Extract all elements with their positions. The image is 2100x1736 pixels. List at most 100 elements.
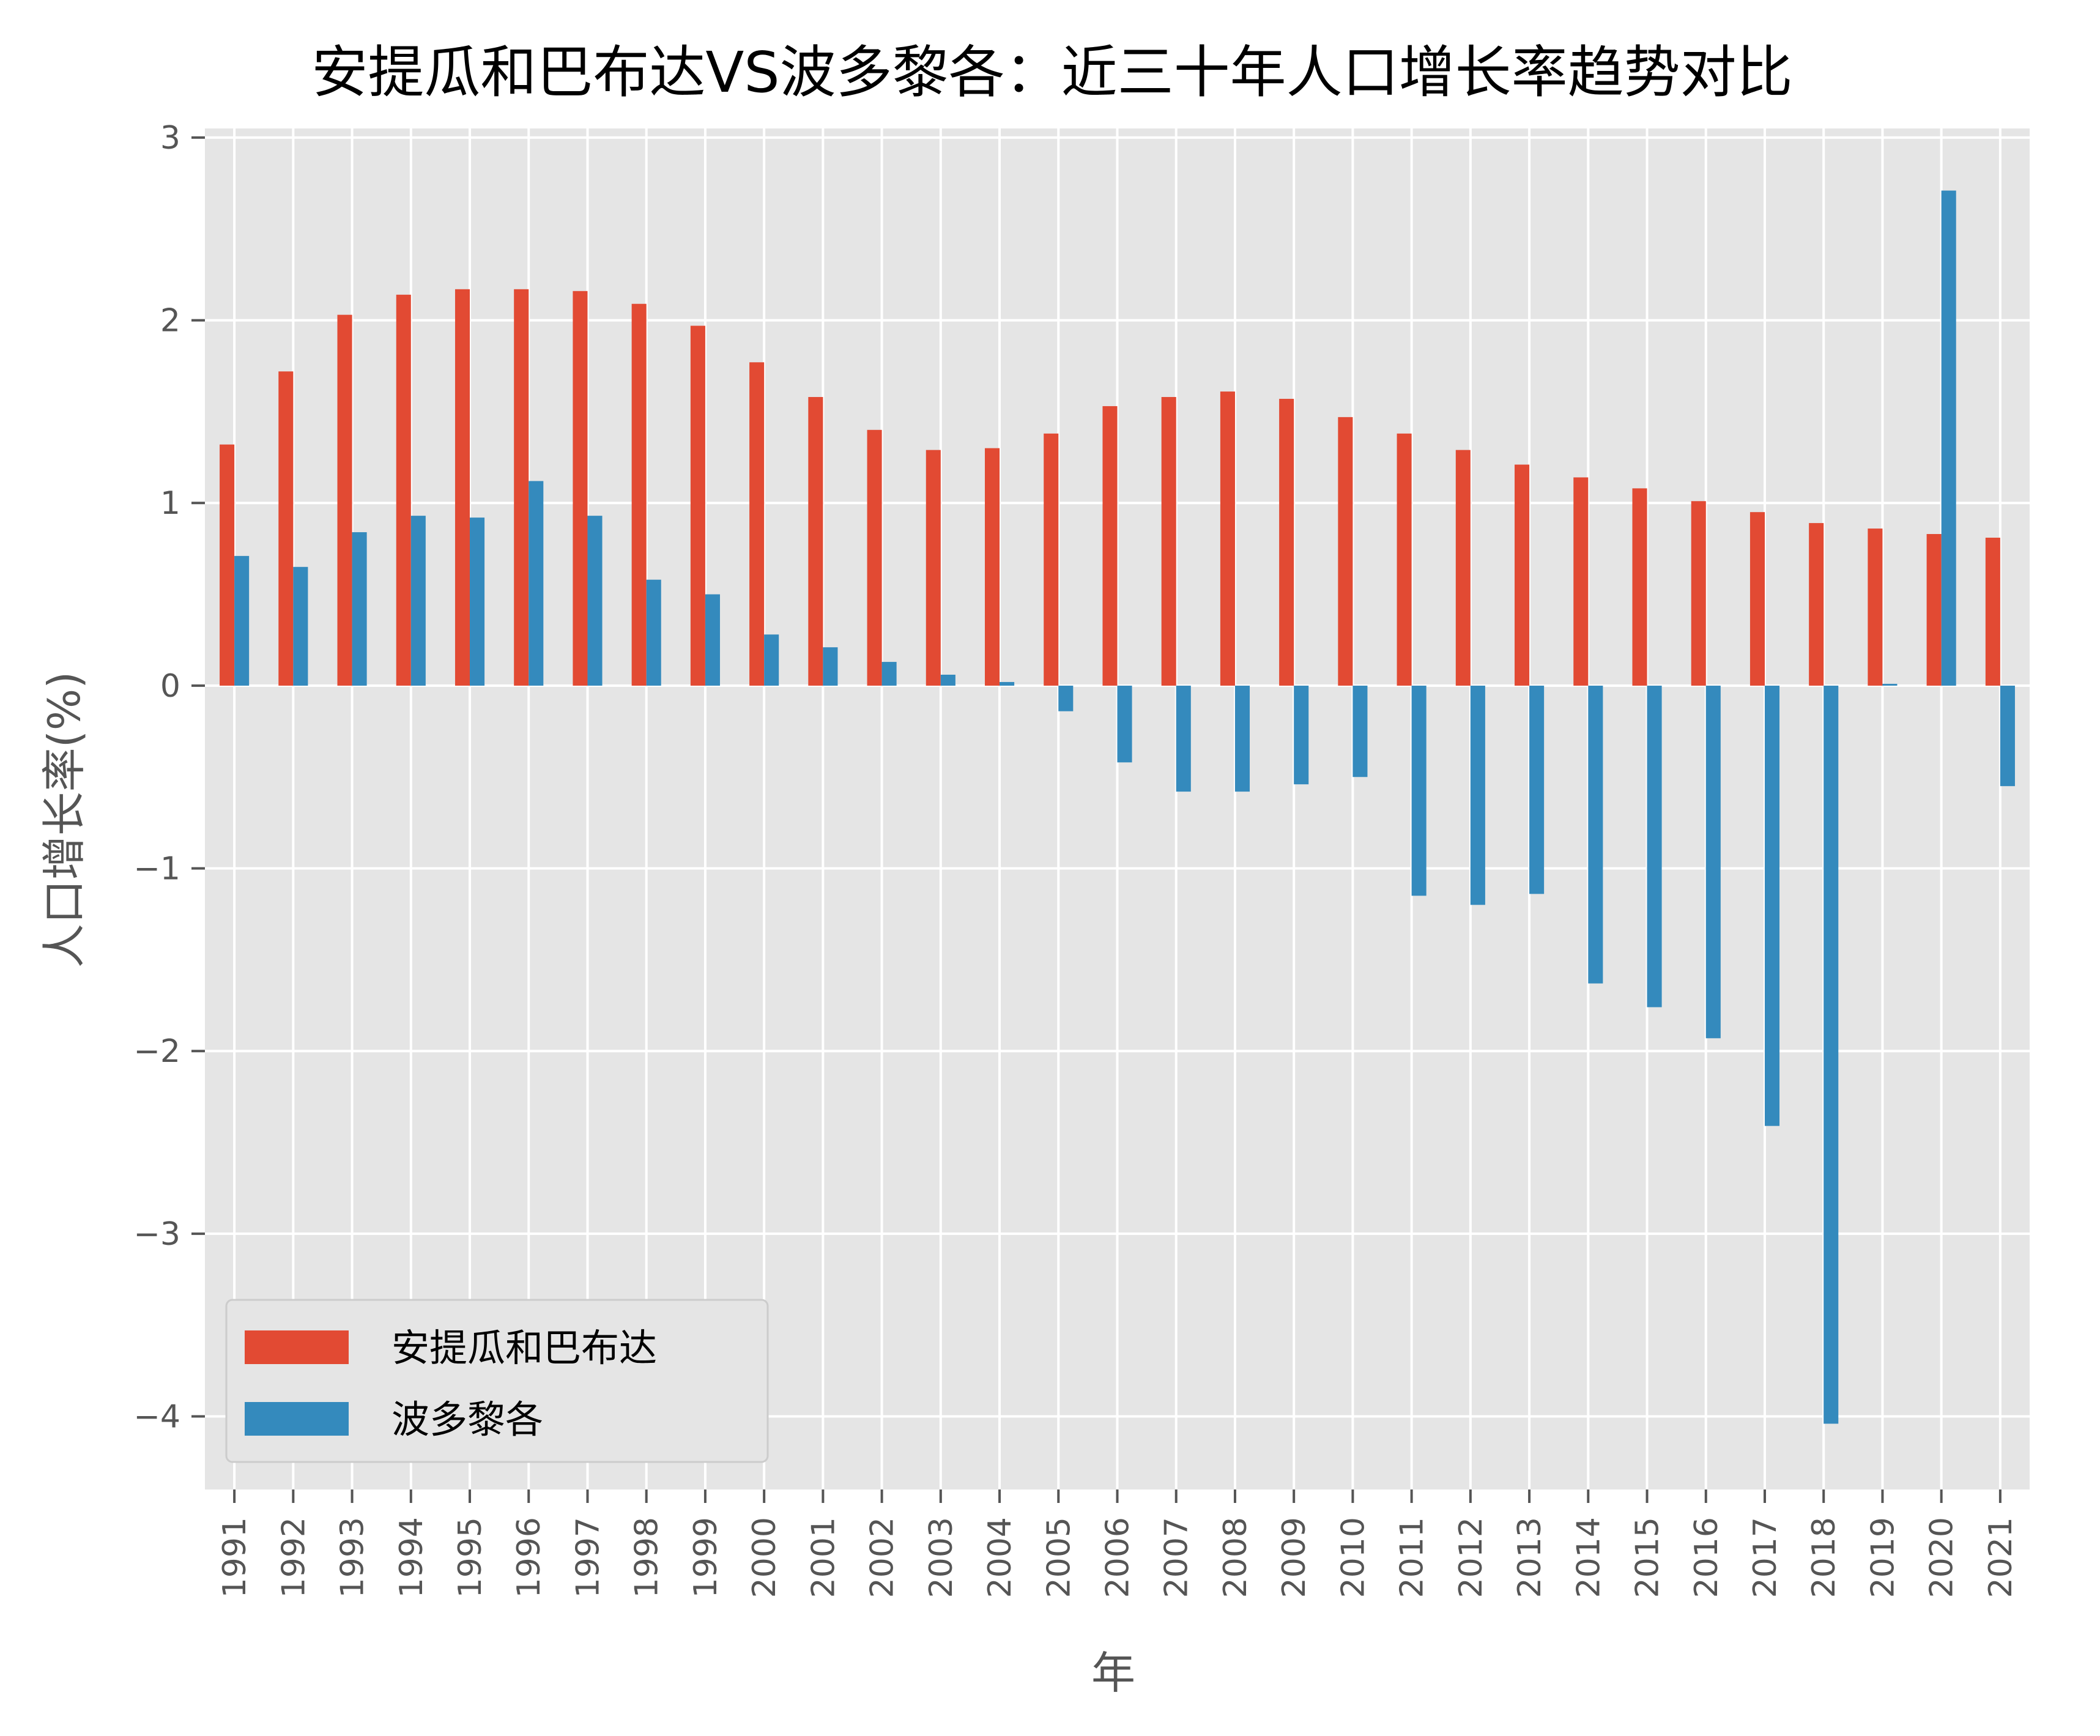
bar-antigua-2013 [1515,464,1530,686]
bar-puerto-rico-1993 [352,532,367,686]
bar-antigua-1991 [220,444,235,686]
chart-title: 安提瓜和巴布达VS波多黎各：近三十年人口增长率趋势对比 [311,40,1792,105]
bar-puerto-rico-2013 [1529,685,1545,894]
x-tick-label: 2003 [923,1517,960,1598]
bar-antigua-2016 [1691,501,1706,686]
x-tick-label: 2014 [1570,1517,1607,1598]
bar-puerto-rico-2009 [1294,685,1309,785]
y-axis: 3 2 1 0 −1 −2 −3 −4 [133,120,205,1436]
y-axis-label: 人口增长率(%) [39,672,90,968]
bar-antigua-2002 [867,429,882,686]
bar-puerto-rico-1995 [470,517,485,686]
bar-puerto-rico-1991 [234,555,250,686]
bar-antigua-2009 [1279,399,1294,686]
x-tick-label: 2006 [1100,1517,1137,1598]
bar-puerto-rico-2001 [823,647,838,686]
x-tick-label: 2016 [1688,1517,1725,1598]
bar-antigua-2021 [1985,537,2000,686]
bar-puerto-rico-1999 [705,594,720,686]
x-tick-label: 2001 [805,1517,842,1598]
bars [220,190,2015,1424]
bar-puerto-rico-2008 [1234,685,1250,792]
bar-puerto-rico-2000 [764,634,779,686]
y-tick-label: −1 [133,851,180,888]
bar-puerto-rico-2012 [1470,685,1485,905]
bar-antigua-2015 [1632,488,1647,686]
bar-antigua-2019 [1868,529,1883,686]
bar-puerto-rico-1992 [293,566,308,686]
x-tick-label: 1994 [393,1517,430,1598]
x-tick-label: 2019 [1864,1517,1901,1598]
x-tick-label: 1996 [511,1517,547,1598]
x-tick-label: 1993 [335,1517,371,1598]
legend: 安提瓜和巴布达 波多黎各 [225,1299,769,1463]
bar-puerto-rico-1994 [410,516,426,686]
bar-puerto-rico-2016 [1705,685,1721,1039]
bar-antigua-1998 [631,303,647,686]
bar-antigua-2008 [1220,391,1235,686]
x-tick-label: 1998 [629,1517,666,1598]
bar-antigua-2000 [749,362,765,686]
bar-antigua-1999 [690,325,705,686]
x-axis: 1991 1992 1993 1994 1995 1996 1997 1998 1999 2000… [217,1489,2019,1598]
bar-puerto-rico-2002 [881,662,897,686]
x-axis-label: 年 [1091,1647,1135,1699]
bar-puerto-rico-2021 [2000,685,2015,787]
bar-antigua-2020 [1926,534,1942,686]
bar-antigua-2010 [1338,417,1353,686]
y-tick-label: 1 [160,485,180,522]
x-tick-label: 2017 [1747,1517,1784,1598]
bar-antigua-2001 [808,397,823,686]
bar-puerto-rico-1998 [646,579,661,686]
bar-antigua-1996 [514,289,529,686]
bar-puerto-rico-2005 [1058,685,1074,711]
legend-swatch-puerto-rico [245,1402,349,1436]
bar-puerto-rico-2004 [1000,681,1015,686]
bar-antigua-1993 [337,314,352,686]
bar-antigua-2017 [1749,512,1765,686]
bar-antigua-2004 [984,448,1000,686]
legend-label-antigua: 安提瓜和巴布达 [391,1326,657,1370]
bar-antigua-2006 [1102,406,1118,686]
bar-puerto-rico-2017 [1764,685,1780,1126]
x-tick-label: 1997 [570,1517,606,1598]
bar-antigua-2007 [1161,397,1176,686]
x-tick-label: 2005 [1041,1517,1077,1598]
bar-puerto-rico-2011 [1411,685,1427,896]
x-tick-label: 1991 [217,1517,253,1598]
bar-antigua-1997 [573,291,588,686]
bar-puerto-rico-1996 [529,481,544,686]
x-tick-label: 2007 [1159,1517,1195,1598]
bar-puerto-rico-2007 [1176,685,1191,792]
x-tick-label: 1992 [275,1517,312,1598]
x-tick-label: 2004 [982,1517,1018,1598]
x-tick-label: 2013 [1512,1517,1548,1598]
x-tick-label: 2000 [746,1517,783,1598]
bar-puerto-rico-1997 [587,516,603,686]
bar-antigua-2018 [1809,523,1824,686]
x-tick-label: 2008 [1217,1517,1254,1598]
legend-box [225,1299,769,1463]
bar-puerto-rico-2015 [1647,685,1662,1007]
y-tick-label: −2 [133,1033,180,1070]
x-tick-label: 2021 [1983,1517,2019,1598]
y-tick-label: 2 [160,303,180,339]
bar-puerto-rico-2019 [1882,683,1898,686]
bar-puerto-rico-2006 [1117,685,1132,763]
x-tick-label: 2018 [1806,1517,1842,1598]
x-tick-label: 2010 [1335,1517,1371,1598]
x-tick-label: 1995 [452,1517,489,1598]
bar-puerto-rico-2018 [1824,685,1839,1424]
x-tick-label: 2011 [1394,1517,1431,1598]
y-tick-label: −3 [133,1216,180,1253]
bar-puerto-rico-2014 [1588,685,1603,984]
bar-puerto-rico-2003 [940,674,955,686]
y-tick-label: −4 [133,1399,180,1436]
bar-antigua-2005 [1044,433,1059,686]
bar-antigua-2011 [1397,433,1412,686]
bar-antigua-2003 [926,450,941,686]
bar-puerto-rico-2020 [1941,190,1956,686]
x-tick-label: 2015 [1630,1517,1666,1598]
